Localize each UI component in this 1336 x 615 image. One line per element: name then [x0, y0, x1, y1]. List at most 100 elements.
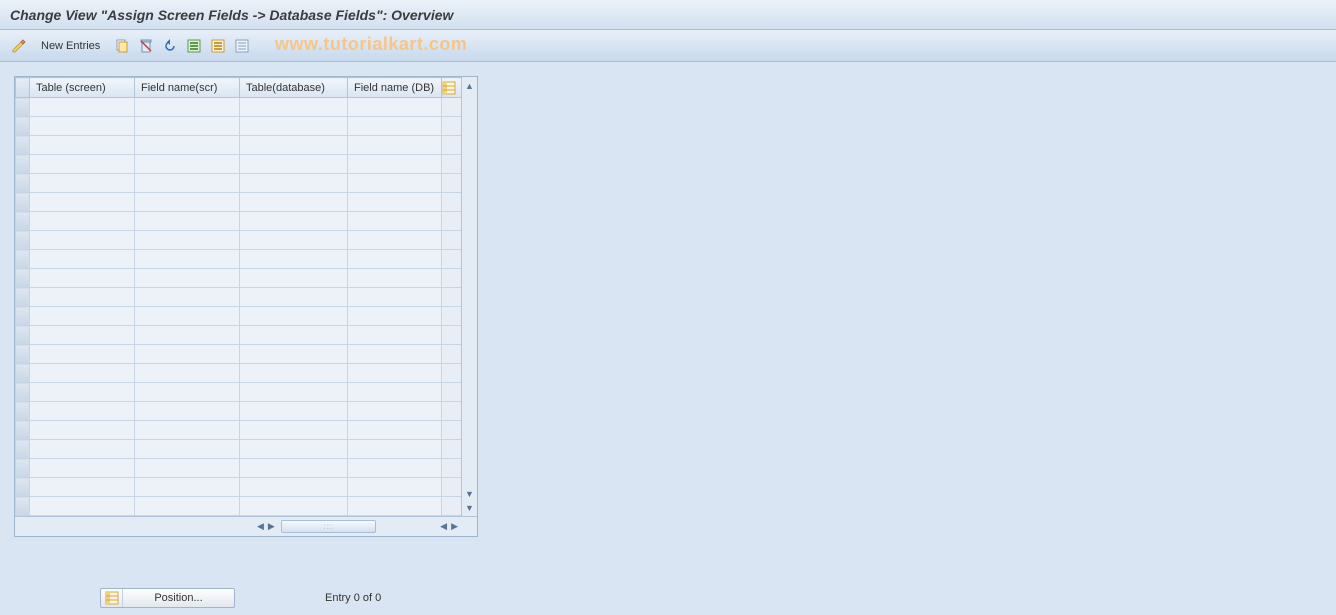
toggle-display-change-icon[interactable] [8, 35, 30, 57]
table-cell[interactable] [240, 497, 348, 516]
table-cell[interactable] [240, 136, 348, 155]
table-cell[interactable] [348, 98, 442, 117]
table-cell[interactable] [30, 478, 135, 497]
table-cell[interactable] [135, 345, 240, 364]
table-cell[interactable] [348, 136, 442, 155]
table-cell[interactable] [348, 231, 442, 250]
configure-columns-icon[interactable] [442, 78, 462, 98]
table-cell[interactable] [135, 326, 240, 345]
table-cell[interactable] [240, 193, 348, 212]
table-cell[interactable] [240, 174, 348, 193]
table-cell[interactable] [135, 250, 240, 269]
table-cell[interactable] [30, 269, 135, 288]
vertical-scrollbar[interactable]: ▲ ▼ ▼ [461, 77, 477, 516]
deselect-all-icon[interactable] [231, 35, 253, 57]
table-cell[interactable] [30, 440, 135, 459]
table-cell[interactable] [348, 326, 442, 345]
table-cell[interactable] [348, 478, 442, 497]
table-cell[interactable] [135, 269, 240, 288]
column-header-field-name-scr[interactable]: Field name(scr) [135, 78, 240, 98]
table-cell[interactable] [348, 345, 442, 364]
table-cell[interactable] [240, 345, 348, 364]
row-selector[interactable] [16, 326, 30, 345]
table-cell[interactable] [30, 459, 135, 478]
row-selector[interactable] [16, 307, 30, 326]
table-cell[interactable] [30, 345, 135, 364]
table-cell[interactable] [135, 231, 240, 250]
table-cell[interactable] [240, 364, 348, 383]
scroll-last-icon[interactable]: ▶ [449, 521, 460, 532]
table-cell[interactable] [240, 440, 348, 459]
table-cell[interactable] [30, 497, 135, 516]
table-cell[interactable] [135, 155, 240, 174]
table-cell[interactable] [240, 98, 348, 117]
row-selector[interactable] [16, 212, 30, 231]
table-cell[interactable] [240, 478, 348, 497]
table-cell[interactable] [240, 402, 348, 421]
column-header-table-screen[interactable]: Table (screen) [30, 78, 135, 98]
table-cell[interactable] [240, 307, 348, 326]
row-selector[interactable] [16, 440, 30, 459]
table-cell[interactable] [348, 383, 442, 402]
table-cell[interactable] [135, 402, 240, 421]
table-cell[interactable] [348, 212, 442, 231]
table-cell[interactable] [240, 155, 348, 174]
table-cell[interactable] [30, 193, 135, 212]
scroll-thumb[interactable]: ::: [281, 520, 376, 533]
row-selector[interactable] [16, 250, 30, 269]
row-selector[interactable] [16, 155, 30, 174]
copy-as-icon[interactable] [111, 35, 133, 57]
table-cell[interactable] [30, 326, 135, 345]
new-entries-button[interactable]: New Entries [32, 35, 109, 57]
table-cell[interactable] [30, 98, 135, 117]
table-cell[interactable] [348, 440, 442, 459]
table-cell[interactable] [135, 421, 240, 440]
row-selector[interactable] [16, 288, 30, 307]
row-selector[interactable] [16, 345, 30, 364]
row-selector[interactable] [16, 193, 30, 212]
table-cell[interactable] [30, 250, 135, 269]
row-selector[interactable] [16, 478, 30, 497]
row-selector[interactable] [16, 231, 30, 250]
scroll-down-icon[interactable]: ▼ [463, 501, 476, 514]
table-cell[interactable] [348, 174, 442, 193]
table-cell[interactable] [135, 307, 240, 326]
table-cell[interactable] [135, 288, 240, 307]
table-cell[interactable] [348, 193, 442, 212]
table-cell[interactable] [30, 288, 135, 307]
table-cell[interactable] [30, 155, 135, 174]
table-cell[interactable] [240, 250, 348, 269]
table-cell[interactable] [135, 117, 240, 136]
table-cell[interactable] [135, 383, 240, 402]
table-cell[interactable] [30, 212, 135, 231]
row-selector[interactable] [16, 98, 30, 117]
column-header-field-name-db[interactable]: Field name (DB) [348, 78, 442, 98]
row-selector[interactable] [16, 136, 30, 155]
row-selector[interactable] [16, 269, 30, 288]
table-cell[interactable] [348, 250, 442, 269]
selection-column-header[interactable] [16, 78, 30, 98]
table-cell[interactable] [30, 421, 135, 440]
undo-change-icon[interactable] [159, 35, 181, 57]
table-cell[interactable] [135, 440, 240, 459]
row-selector[interactable] [16, 421, 30, 440]
table-cell[interactable] [135, 478, 240, 497]
table-cell[interactable] [348, 364, 442, 383]
table-cell[interactable] [30, 117, 135, 136]
table-cell[interactable] [135, 212, 240, 231]
table-cell[interactable] [348, 307, 442, 326]
table-cell[interactable] [30, 136, 135, 155]
row-selector[interactable] [16, 364, 30, 383]
table-cell[interactable] [348, 155, 442, 174]
table-cell[interactable] [135, 459, 240, 478]
horizontal-scrollbar[interactable]: ◀ ▶ ::: ◀ ▶ [15, 516, 477, 536]
select-all-icon[interactable] [183, 35, 205, 57]
table-cell[interactable] [135, 193, 240, 212]
table-cell[interactable] [135, 174, 240, 193]
row-selector[interactable] [16, 497, 30, 516]
table-cell[interactable] [135, 136, 240, 155]
position-button[interactable]: Position... [100, 588, 235, 608]
table-cell[interactable] [135, 497, 240, 516]
scroll-first-icon[interactable]: ◀ [255, 521, 266, 532]
scroll-right-icon[interactable]: ◀ [438, 521, 449, 532]
